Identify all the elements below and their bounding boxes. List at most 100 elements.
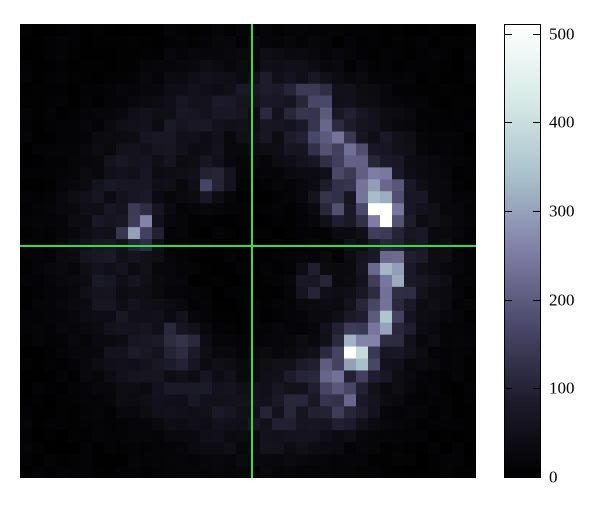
heatmap-cell [44, 406, 57, 419]
heatmap-cell [392, 394, 405, 407]
heatmap-cell [104, 358, 117, 372]
heatmap-cell [284, 286, 297, 300]
heatmap-cell [224, 131, 237, 145]
heatmap-cell [188, 227, 201, 240]
heatmap-cell [128, 143, 141, 157]
heatmap-cell [332, 430, 345, 443]
heatmap-cell [332, 227, 345, 240]
heatmap-cell [188, 406, 201, 419]
heatmap-cell [356, 298, 369, 312]
heatmap-cell [344, 310, 357, 324]
heatmap-cell [140, 310, 153, 324]
heatmap-cell [104, 215, 117, 228]
colorbar-tick-label: 300 [549, 201, 575, 221]
heatmap-cell [248, 191, 261, 204]
heatmap-cell [392, 83, 405, 97]
heatmap-cell [44, 179, 57, 192]
heatmap-cell [356, 418, 369, 431]
heatmap-cell [356, 179, 369, 192]
heatmap-cell [56, 71, 69, 85]
heatmap-cell [368, 24, 381, 37]
heatmap-cell [452, 382, 465, 395]
heatmap-cell [140, 274, 153, 288]
heatmap-cell [284, 370, 297, 384]
heatmap-cell [344, 454, 357, 467]
heatmap-cell [284, 95, 297, 109]
heatmap-cell [104, 262, 117, 276]
heatmap-cell [296, 107, 309, 121]
heatmap-cell [440, 83, 453, 97]
heatmap-cell [236, 430, 249, 443]
heatmap-cell [344, 179, 357, 192]
heatmap-cell [116, 454, 129, 467]
heatmap-cell [428, 119, 441, 133]
heatmap-cell [152, 298, 165, 312]
heatmap-cell [392, 262, 405, 276]
heatmap-cell [308, 191, 321, 204]
heatmap-cell [260, 466, 273, 478]
heatmap-cell [260, 191, 273, 204]
heatmap-cell [188, 310, 201, 324]
heatmap-cell [20, 59, 33, 73]
heatmap-cell [32, 286, 45, 300]
heatmap-cell [344, 35, 357, 49]
heatmap-cell [200, 430, 213, 443]
heatmap-cell [80, 346, 93, 360]
heatmap-cell [464, 394, 476, 407]
heatmap-cell [56, 286, 69, 300]
heatmap-cell [176, 394, 189, 407]
heatmap-cell [212, 442, 225, 455]
heatmap-cell [44, 203, 57, 216]
heatmap-cell [344, 298, 357, 312]
heatmap-cell [428, 167, 441, 180]
heatmap-cell [140, 418, 153, 431]
heatmap-cell [236, 298, 249, 312]
heatmap-cell [344, 47, 357, 61]
heatmap-cell [140, 119, 153, 133]
heatmap-cell [32, 119, 45, 133]
heatmap-cell [164, 71, 177, 85]
heatmap-cell [392, 322, 405, 336]
heatmap-cell [368, 203, 381, 216]
heatmap-cell [92, 179, 105, 192]
heatmap-cell [212, 227, 225, 240]
heatmap-cell [116, 322, 129, 336]
heatmap-cell [32, 454, 45, 467]
heatmap-cell [104, 298, 117, 312]
heatmap-cell [284, 131, 297, 145]
heatmap-cell [68, 406, 81, 419]
heatmap-cell [356, 334, 369, 348]
heatmap-cell [104, 155, 117, 168]
heatmap-cell [392, 454, 405, 467]
heatmap-cell [368, 47, 381, 61]
heatmap-cell [332, 47, 345, 61]
heatmap-cell [200, 262, 213, 276]
heatmap-cell [152, 227, 165, 240]
heatmap-cell [92, 71, 105, 85]
heatmap-cell [416, 179, 429, 192]
heatmap-cell [92, 394, 105, 407]
heatmap-cell [164, 203, 177, 216]
heatmap-cell [464, 24, 476, 37]
heatmap-cell [224, 394, 237, 407]
heatmap-cell [308, 418, 321, 431]
heatmap-cell [104, 83, 117, 97]
colorbar-tick-right [533, 388, 540, 390]
heatmap-cell [200, 107, 213, 121]
heatmap-cell [440, 155, 453, 168]
heatmap-cell [116, 24, 129, 37]
heatmap-cell [32, 310, 45, 324]
heatmap-cell [440, 215, 453, 228]
heatmap-cell [68, 179, 81, 192]
heatmap-cell [368, 430, 381, 443]
heatmap-cell [260, 286, 273, 300]
heatmap-cell [416, 286, 429, 300]
heatmap-cell [200, 119, 213, 133]
heatmap-cell [164, 131, 177, 145]
heatmap-cell [440, 59, 453, 73]
heatmap-cell [176, 95, 189, 109]
heatmap-cell [92, 95, 105, 109]
heatmap-cell [428, 131, 441, 145]
heatmap-cell [68, 131, 81, 145]
heatmap-cell [176, 334, 189, 348]
